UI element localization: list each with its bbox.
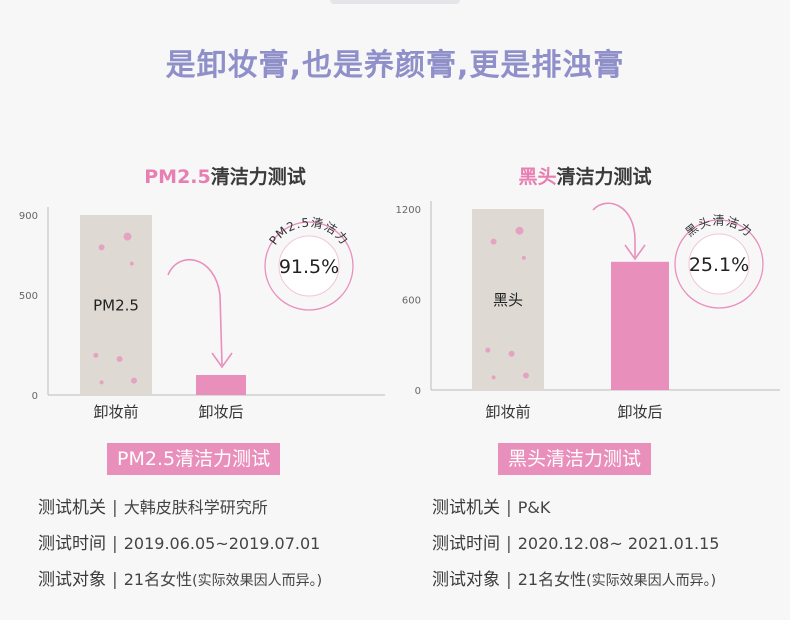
chart-title-rest: 清洁力测试 [210,166,306,188]
chart-title-highlight: 黑头 [518,166,557,188]
info-value: 21名女性 [517,570,587,589]
y-tick-label: 500 [19,291,38,302]
info-row: 测试机关 | 大韩皮肤科学研究所 [38,494,322,530]
bar-dot [98,244,105,251]
bar-inner-label: PM2.5 [93,296,139,314]
bar-inner-label: 黑头 [493,291,523,309]
info-list-pm25: 测试机关 | 大韩皮肤科学研究所 测试时间 | 2019.06.05~2019.07.01… [38,494,322,602]
top-tab-decoration [330,0,460,4]
info-row: 测试时间 | 2020.12.08~ 2021.01.15 [432,530,719,566]
info-key: 测试对象 [38,570,106,590]
info-separator: | [506,570,512,590]
info-row: 测试时间 | 2019.06.05~2019.07.01 [38,530,322,566]
bar-dot [116,356,123,362]
bar-dot [508,350,515,357]
y-tick-label: 0 [32,391,38,402]
bar-dot [521,255,526,260]
chart-title-rest: 清洁力测试 [556,166,652,188]
info-value: 2020.12.08~ 2021.01.15 [517,534,720,553]
info-separator: | [506,534,512,554]
badge-pm25: PM2.5清洁力测试 [107,443,281,475]
info-key: 测试时间 [38,534,106,554]
bar-dot [515,226,524,235]
ring-outer [264,221,354,311]
info-value: 21名女性 [123,570,193,589]
bar-before [80,215,152,395]
x-tick-label: 卸妆前 [485,403,530,421]
info-key: 测试时间 [432,534,500,554]
info-key: 测试机关 [38,498,106,518]
chart-title-blackhead: 黑头清洁力测试 [420,162,750,189]
x-tick-label: 卸妆前 [93,403,138,421]
info-value: P&K [517,498,551,517]
bar-dot [93,352,99,358]
arrow-head [624,244,646,261]
x-tick-label: 卸妆后 [617,403,662,421]
ring-inner [688,233,750,295]
page-headline: 是卸妆膏,也是养颜膏,更是排浊膏 [165,48,625,83]
bar-dot [485,347,491,353]
info-note: (实际效果因人而异。) [192,573,323,589]
bar-before [472,209,544,390]
info-row: 测试对象 | 21名女性(实际效果因人而异。) [38,566,322,602]
info-separator: | [112,534,118,554]
y-tick-label: 600 [402,296,421,307]
bar-dot [99,380,104,385]
info-value: 大韩皮肤科学研究所 [123,498,268,517]
info-separator: | [112,570,118,590]
x-tick-label: 卸妆后 [198,403,243,421]
info-note: (实际效果因人而异。) [586,573,717,589]
badge-blackhead: 黑头清洁力测试 [498,443,652,475]
info-key: 测试对象 [432,570,500,590]
ring-value: 25.1% [689,254,749,276]
bar-dot [131,377,137,384]
bar-dot [490,238,497,245]
y-tick-label: 1200 [396,205,421,216]
info-key: 测试机关 [432,498,500,518]
bar-after [611,261,669,390]
arrow-curve [167,259,223,366]
arrow-head [211,352,233,369]
chart-title-highlight: PM2.5 [144,166,211,188]
chart-title-pm25: PM2.5清洁力测试 [40,162,410,189]
bar-dot [523,372,529,379]
ring-inner [278,235,340,297]
y-tick-label: 900 [19,211,38,222]
info-list-blackhead: 测试机关 | P&K 测试时间 | 2020.12.08~ 2021.01.15 测试对象 |… [432,494,719,602]
ring-outer [674,219,764,309]
info-separator: | [506,498,512,518]
bar-dot [129,261,134,266]
y-tick-label: 0 [415,386,421,397]
info-row: 测试对象 | 21名女性(实际效果因人而异。) [432,566,719,602]
info-separator: | [112,498,118,518]
bar-dot [123,232,132,241]
ring-value: 91.5% [279,256,339,278]
bar-dot [491,375,496,380]
info-row: 测试机关 | P&K [432,494,719,530]
bar-after [196,375,246,395]
arrow-curve [592,202,636,257]
info-value: 2019.06.05~2019.07.01 [123,534,321,553]
